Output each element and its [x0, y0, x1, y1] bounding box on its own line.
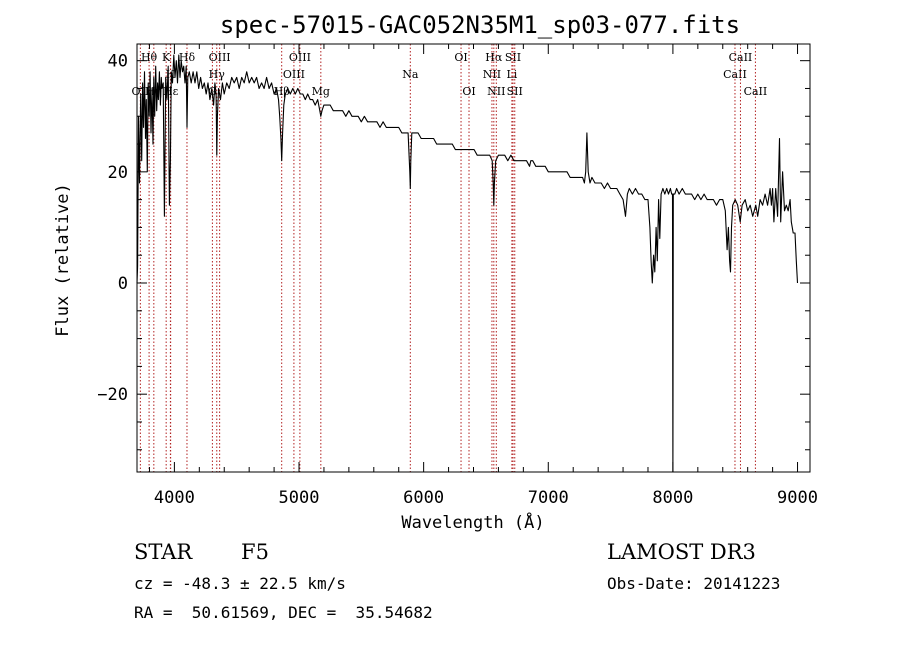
observation-date: Obs-Date: 20141223 — [607, 574, 781, 593]
survey-name: LAMOST DR3 — [607, 540, 756, 564]
emission-line-markers: OIIHθHηKHHεHδGOIIIHγHβOIIIOIIIMgNaOIOINI… — [132, 44, 768, 472]
y-axis-ticks: −20 0 20 40 — [97, 52, 810, 451]
coordinates-info: RA = 50.61569, DEC = 35.54682 — [134, 603, 433, 622]
line-marker-label: SII — [507, 85, 523, 98]
line-marker-label: CaII — [723, 68, 747, 81]
chart-title: spec-57015-GAC052N35M1_sp03-077.fits — [220, 11, 740, 39]
x-tick-label: 7000 — [528, 488, 569, 508]
line-marker-label: OIII — [283, 68, 305, 81]
line-marker-label: Hγ — [209, 68, 226, 81]
line-marker-label: OIII — [209, 51, 231, 64]
line-marker-label: CaII — [744, 85, 768, 98]
spectrum-line — [136, 54, 799, 473]
line-marker-label: Na — [402, 68, 419, 81]
line-marker-label: CaII — [729, 51, 753, 64]
x-tick-label: 5000 — [279, 488, 320, 508]
line-marker-label: Hδ — [179, 51, 196, 64]
line-marker-label: Li — [506, 68, 517, 81]
x-tick-label: 8000 — [652, 488, 693, 508]
line-marker-label: Hα — [485, 51, 503, 64]
y-tick-label: 40 — [108, 52, 128, 72]
object-class: STAR — [134, 540, 193, 564]
line-marker-label: SII — [505, 51, 521, 64]
redshift-info: cz = -48.3 ± 22.5 km/s — [134, 574, 346, 593]
x-tick-label: 4000 — [154, 488, 195, 508]
line-marker-label: H — [166, 68, 176, 81]
line-marker-label: Mg — [312, 85, 330, 98]
line-marker-label: NII — [487, 85, 505, 98]
line-marker-label: NII — [483, 68, 501, 81]
plot-frame — [136, 43, 811, 473]
x-tick-label: 6000 — [403, 488, 444, 508]
spectrum-series — [136, 54, 799, 473]
x-axis-label: Wavelength (Å) — [401, 511, 544, 533]
x-axis-ticks: 4000 5000 6000 7000 8000 9000 — [148, 44, 818, 508]
x-tick-label: 9000 — [777, 488, 818, 508]
line-marker-label: OIII — [289, 51, 311, 64]
y-tick-label: 0 — [118, 274, 128, 294]
y-tick-label: 20 — [108, 163, 128, 183]
line-marker-label: OI — [454, 51, 467, 64]
subclass: F5 — [241, 540, 269, 564]
line-marker-label: Hβ — [274, 85, 290, 98]
line-marker-label: Hθ — [141, 51, 158, 64]
line-marker-label: OI — [462, 85, 475, 98]
line-marker-label: K — [162, 51, 171, 64]
y-axis-label: Flux (relative) — [53, 183, 73, 337]
y-tick-label: −20 — [97, 385, 128, 405]
